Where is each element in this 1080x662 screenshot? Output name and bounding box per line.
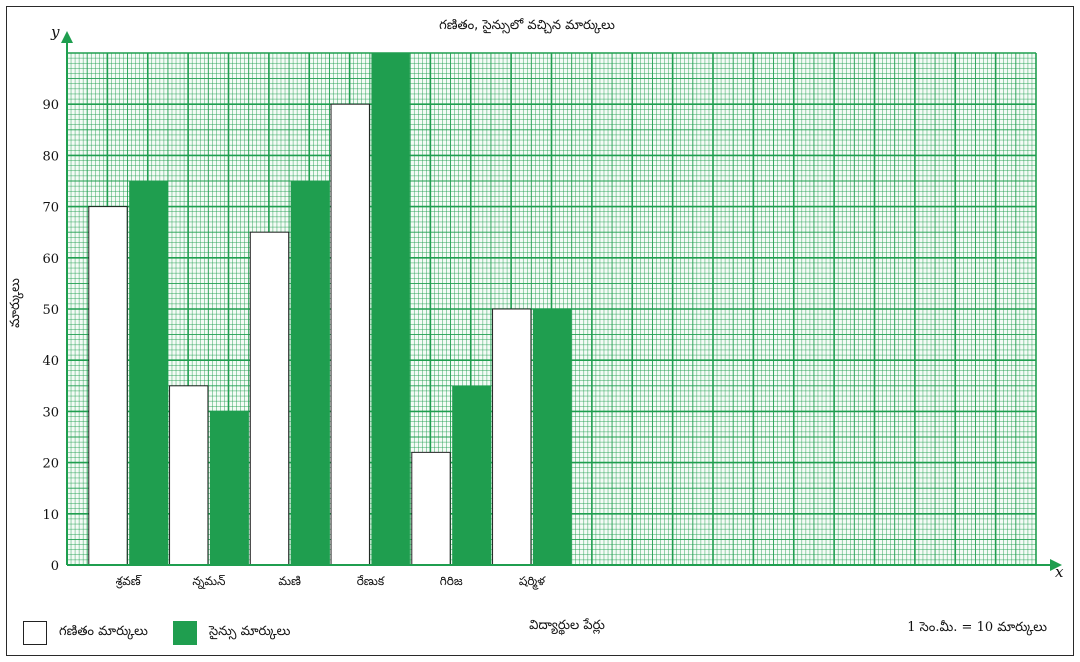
bar-science	[129, 181, 168, 565]
y-tick-label: 50	[42, 303, 59, 318]
x-axis-arrow	[1050, 559, 1062, 571]
x-tick-label: రేణుక	[357, 574, 385, 588]
bar-science	[290, 181, 330, 565]
y-tick-label: 90	[42, 98, 59, 113]
bar-maths	[169, 385, 209, 566]
bar-science	[209, 411, 249, 565]
y-axis-letter: y	[50, 23, 60, 41]
y-tick-label: 10	[42, 508, 59, 523]
y-tick-label: 60	[42, 252, 59, 267]
scale-note: 1 సెం.మీ. = 10 మార్కులు	[907, 620, 1047, 636]
y-tick-label: 20	[42, 457, 59, 472]
bar-maths	[249, 231, 290, 566]
y-axis-arrow	[61, 31, 73, 43]
x-tick-label: షర్మిళ	[519, 574, 546, 590]
y-tick-label: 70	[42, 201, 59, 216]
bar-maths	[411, 451, 451, 566]
axis-labels: శ్రవణ్ న్నమన్ మణి రేణుక గిరిజ షర్మిళ 0 10 20 30 40…	[42, 98, 546, 590]
x-axis-title: విద్యార్థుల పేర్లు	[529, 618, 605, 636]
legend-swatch-science	[173, 621, 197, 645]
y-tick-label: 40	[42, 354, 59, 369]
bars	[88, 53, 572, 566]
x-axis-letter: x	[1055, 563, 1064, 581]
x-tick-label: న్నమన్	[192, 574, 225, 590]
legend-swatch-maths	[23, 621, 47, 645]
chart-title: గణితం, సైన్సులో వచ్చిన మార్కులు	[439, 18, 615, 34]
legend-label-science: సైన్సు మార్కులు	[209, 624, 291, 639]
bar-science	[532, 309, 572, 565]
bar-science	[452, 385, 491, 565]
x-tick-label: గిరిజ	[440, 574, 463, 588]
x-tick-label: మణి	[278, 574, 301, 588]
bar-maths	[492, 308, 532, 566]
axes	[61, 31, 1062, 571]
chart-frame: శ్రవణ్ న్నమన్ మణి రేణుక గిరిజ షర్మిళ 0 10 20 30 40…	[6, 6, 1074, 656]
y-tick-label: 30	[42, 405, 59, 420]
bar-chart: శ్రవణ్ న్నమన్ మణి రేణుక గిరిజ షర్మిళ 0 10 20 30 40…	[8, 18, 1064, 636]
legend-label-maths: గణితం మార్కులు	[59, 624, 148, 639]
y-axis-title: మార్కులు	[8, 278, 24, 328]
bar-science	[371, 53, 410, 565]
x-tick-label: శ్రవణ్	[115, 574, 142, 589]
bar-maths	[330, 103, 370, 566]
y-tick-label: 0	[51, 559, 59, 574]
bar-maths	[88, 206, 128, 566]
y-tick-label: 80	[42, 149, 59, 164]
